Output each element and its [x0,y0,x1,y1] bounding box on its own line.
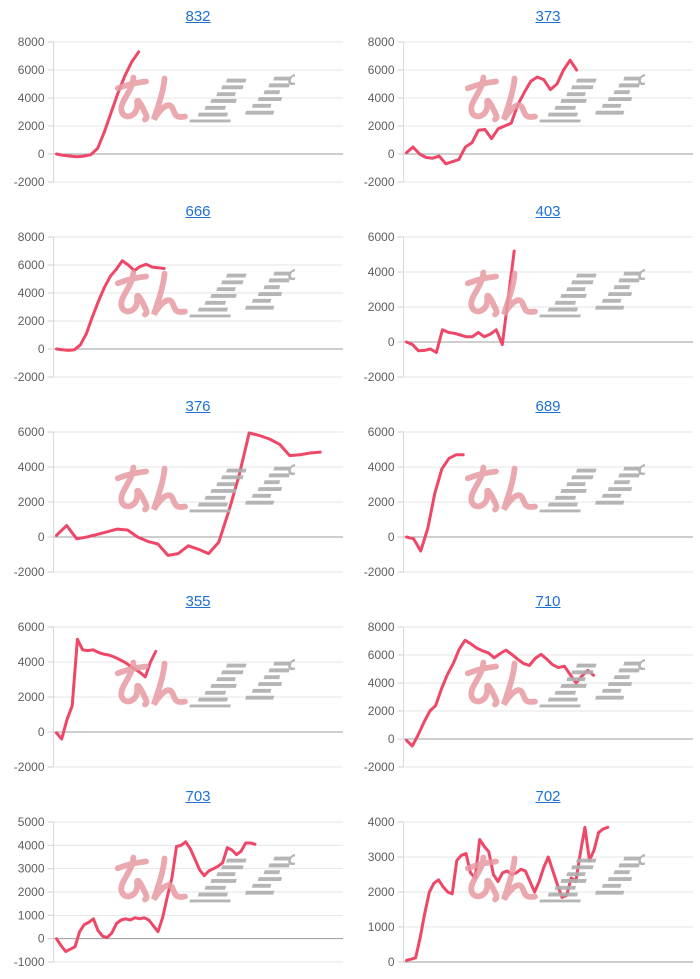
svg-text:-2000: -2000 [364,760,395,774]
line-chart: 8000 6000 4000 2000 0 -2000 [14,35,343,189]
line-chart: 8000 6000 4000 2000 0 -2000 [364,35,693,189]
svg-text:2000: 2000 [368,704,395,718]
svg-text:4000: 4000 [18,460,45,474]
svg-text:0: 0 [388,530,395,544]
machine-number-link[interactable]: 689 [535,398,561,415]
svg-text:0: 0 [388,335,395,349]
svg-text:4000: 4000 [368,91,395,105]
machine-number-link[interactable]: 376 [185,398,211,415]
svg-text:2000: 2000 [368,119,395,133]
svg-text:4000: 4000 [18,286,45,300]
chart-title-row: 689 [403,397,693,417]
machine-number-link[interactable]: 703 [185,788,211,805]
svg-text:4000: 4000 [18,655,45,669]
chart-card: 666 8000 6000 4000 2000 0 -2000 [0,195,350,390]
svg-text:6000: 6000 [368,425,395,439]
chart-card: 376 6000 4000 2000 0 -2000 [0,390,350,585]
svg-text:1000: 1000 [368,920,395,934]
machine-number-link[interactable]: 355 [185,593,211,610]
svg-text:0: 0 [388,147,395,161]
chart-card: 702 4000 3000 2000 1000 0 [350,780,700,975]
machine-number-link[interactable]: 702 [535,788,561,805]
chart-card: 832 8000 6000 4000 2000 0 -2000 [0,0,350,195]
svg-text:0: 0 [38,725,45,739]
chart-title-row: 703 [53,787,343,807]
chart-title-row: 355 [53,592,343,612]
svg-text:0: 0 [38,932,45,946]
line-chart: 6000 4000 2000 0 -2000 [14,425,343,579]
svg-text:-2000: -2000 [14,565,45,579]
svg-text:8000: 8000 [18,230,45,244]
svg-text:4000: 4000 [18,91,45,105]
svg-text:2000: 2000 [18,690,45,704]
svg-text:0: 0 [388,732,395,746]
chart-title-row: 702 [403,787,693,807]
line-chart: 4000 3000 2000 1000 0 [368,815,693,969]
svg-text:-2000: -2000 [364,175,395,189]
svg-text:4000: 4000 [368,815,395,829]
chart-title-row: 376 [53,397,343,417]
svg-text:3000: 3000 [18,862,45,876]
svg-text:2000: 2000 [368,495,395,509]
svg-text:2000: 2000 [18,119,45,133]
line-chart: 8000 6000 4000 2000 0 -2000 [14,230,343,384]
chart-card: 689 6000 4000 2000 0 -2000 [350,390,700,585]
svg-text:6000: 6000 [18,63,45,77]
chart-card: 703 5000 4000 3000 2000 1000 0 -1000 [0,780,350,975]
svg-text:-2000: -2000 [364,370,395,384]
line-chart: 6000 4000 2000 0 -2000 [364,425,693,579]
svg-text:-1000: -1000 [14,955,45,969]
line-chart: 8000 6000 4000 2000 0 -2000 [364,620,693,774]
svg-text:6000: 6000 [18,425,45,439]
svg-text:6000: 6000 [368,63,395,77]
svg-text:2000: 2000 [18,885,45,899]
svg-text:1000: 1000 [18,908,45,922]
svg-text:4000: 4000 [368,460,395,474]
svg-text:0: 0 [38,147,45,161]
machine-number-link[interactable]: 832 [185,8,211,25]
svg-text:-2000: -2000 [14,370,45,384]
chart-card: 355 6000 4000 2000 0 -2000 [0,585,350,780]
svg-text:-2000: -2000 [14,760,45,774]
svg-text:6000: 6000 [368,648,395,662]
svg-text:4000: 4000 [18,838,45,852]
chart-title-row: 666 [53,202,343,222]
chart-card: 710 8000 6000 4000 2000 0 -2000 [350,585,700,780]
svg-text:6000: 6000 [18,620,45,634]
svg-text:0: 0 [388,955,395,969]
svg-text:8000: 8000 [18,35,45,49]
svg-text:4000: 4000 [368,265,395,279]
chart-title-row: 710 [403,592,693,612]
chart-title-row: 403 [403,202,693,222]
machine-number-link[interactable]: 373 [535,8,561,25]
line-chart: 6000 4000 2000 0 -2000 [14,620,343,774]
svg-text:2000: 2000 [368,300,395,314]
svg-text:8000: 8000 [368,620,395,634]
machine-number-link[interactable]: 403 [535,203,561,220]
svg-text:2000: 2000 [18,314,45,328]
svg-text:-2000: -2000 [14,175,45,189]
line-chart: 6000 4000 2000 0 -2000 [364,230,693,384]
chart-title-row: 832 [53,7,343,27]
machine-number-link[interactable]: 710 [535,593,561,610]
chart-card: 403 6000 4000 2000 0 -2000 [350,195,700,390]
svg-text:6000: 6000 [368,230,395,244]
svg-text:8000: 8000 [368,35,395,49]
line-chart: 5000 4000 3000 2000 1000 0 -1000 [14,815,343,969]
machine-number-link[interactable]: 666 [185,203,211,220]
svg-text:3000: 3000 [368,850,395,864]
svg-text:2000: 2000 [18,495,45,509]
svg-text:6000: 6000 [18,258,45,272]
chart-title-row: 373 [403,7,693,27]
svg-text:2000: 2000 [368,885,395,899]
svg-text:0: 0 [38,342,45,356]
chart-card: 373 8000 6000 4000 2000 0 -2000 [350,0,700,195]
svg-text:4000: 4000 [368,676,395,690]
svg-text:5000: 5000 [18,815,45,829]
svg-text:-2000: -2000 [364,565,395,579]
svg-text:0: 0 [38,530,45,544]
